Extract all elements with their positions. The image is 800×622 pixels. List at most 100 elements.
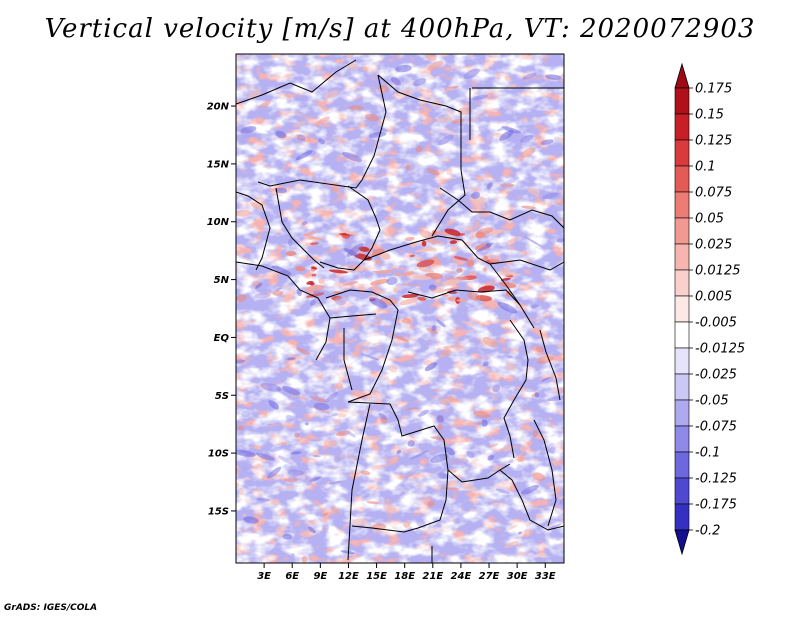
field-patch bbox=[437, 423, 443, 431]
field-patch bbox=[309, 300, 317, 306]
field-patch bbox=[248, 89, 262, 99]
border-line bbox=[377, 74, 466, 237]
field-patch bbox=[520, 147, 536, 158]
field-patch bbox=[500, 277, 511, 281]
field-patch bbox=[430, 453, 449, 463]
field-patch bbox=[424, 362, 438, 372]
field-patch bbox=[430, 436, 444, 440]
border-line bbox=[489, 259, 564, 271]
colorbar-label: -0.005 bbox=[695, 316, 737, 331]
field-patch bbox=[440, 396, 455, 405]
lon-tick-label: 21E bbox=[422, 571, 443, 582]
border-line bbox=[329, 313, 377, 319]
border-line bbox=[236, 261, 331, 361]
border-line bbox=[275, 187, 325, 269]
field-patch bbox=[306, 280, 314, 285]
field-patch bbox=[368, 297, 388, 309]
field-patch bbox=[436, 319, 446, 328]
colorbar-segment bbox=[674, 425, 690, 453]
field-patch bbox=[280, 216, 288, 223]
field-patch bbox=[287, 238, 293, 247]
field-patch bbox=[422, 120, 428, 125]
field-patch bbox=[255, 452, 275, 461]
field-patch bbox=[534, 392, 540, 398]
colorbar-label: -0.2 bbox=[695, 524, 720, 539]
colorbar-segment bbox=[674, 451, 690, 479]
field-patch bbox=[259, 212, 269, 221]
lon-tick-label: 30E bbox=[507, 571, 528, 582]
field-patch bbox=[329, 480, 342, 485]
lon-tick-label: 6E bbox=[285, 571, 299, 582]
field-patch bbox=[282, 533, 293, 540]
latitude-axis: 20N 15N 10N 5N EQ 5S 10S 15S bbox=[207, 102, 236, 517]
field-patch bbox=[395, 64, 412, 73]
field-patch bbox=[456, 298, 467, 302]
field-patch bbox=[324, 90, 340, 99]
field-patch bbox=[442, 345, 456, 349]
field-patch bbox=[396, 449, 402, 454]
field-patch bbox=[304, 422, 309, 426]
field-patch bbox=[501, 176, 520, 186]
field-patch bbox=[346, 62, 359, 71]
field-patch bbox=[405, 407, 419, 411]
field-patch bbox=[388, 262, 394, 267]
field-patch bbox=[274, 187, 288, 194]
field-patch bbox=[426, 328, 439, 334]
colorbar-segment bbox=[674, 165, 690, 193]
field-patch bbox=[499, 130, 514, 141]
field-patch bbox=[482, 361, 489, 367]
lon-tick-label: 24E bbox=[451, 571, 472, 582]
field-patch bbox=[401, 271, 415, 277]
plot-title: Vertical velocity [m/s] at 400hPa, VT: 2… bbox=[44, 14, 756, 44]
field-patch bbox=[352, 518, 368, 526]
field-patch bbox=[421, 240, 427, 247]
colorbar-segment bbox=[674, 191, 690, 219]
field-patch bbox=[515, 551, 531, 556]
field-patch bbox=[553, 198, 564, 206]
lon-tick-label: 9E bbox=[313, 571, 327, 582]
field-patch bbox=[375, 290, 386, 294]
field-patch bbox=[256, 497, 271, 502]
field-patch bbox=[342, 281, 359, 286]
field-patch bbox=[372, 270, 385, 274]
colorbar-segment bbox=[674, 139, 690, 167]
field-patch bbox=[334, 297, 346, 306]
colorbar-segment bbox=[674, 399, 690, 427]
field-patch bbox=[548, 416, 553, 421]
field-patch bbox=[322, 512, 329, 516]
field-patch bbox=[335, 382, 343, 390]
field-patch bbox=[462, 372, 480, 385]
field-patch bbox=[483, 473, 497, 482]
field-patch bbox=[486, 182, 493, 190]
field-patch bbox=[243, 516, 259, 524]
field-patch bbox=[532, 472, 546, 481]
field-patch bbox=[331, 412, 339, 417]
grads-credit: GrADS: IGES/COLA bbox=[4, 603, 98, 613]
field-patch bbox=[378, 412, 387, 420]
field-patch bbox=[323, 439, 339, 448]
field-patch bbox=[414, 483, 424, 488]
field-patch bbox=[437, 134, 455, 146]
field-patch bbox=[242, 513, 247, 518]
field-patch bbox=[344, 231, 359, 236]
field-patch bbox=[301, 556, 308, 563]
field-patch bbox=[266, 466, 282, 479]
field-patch bbox=[464, 225, 473, 232]
field-patch bbox=[272, 290, 284, 296]
field-patch bbox=[307, 526, 317, 534]
field-patch bbox=[340, 550, 355, 555]
field-patch bbox=[445, 479, 459, 488]
field-patch bbox=[418, 409, 429, 417]
field-patch bbox=[507, 355, 514, 359]
field-patch bbox=[303, 388, 319, 400]
field-patch bbox=[407, 440, 415, 447]
field-patch bbox=[415, 528, 427, 536]
field-patch bbox=[286, 357, 296, 361]
field-patch bbox=[236, 359, 246, 365]
field-patch bbox=[254, 282, 263, 289]
field-patch bbox=[275, 525, 287, 533]
field-patch bbox=[348, 460, 355, 464]
lat-tick-label: 10N bbox=[207, 217, 230, 228]
colorbar-label: -0.1 bbox=[695, 446, 720, 461]
